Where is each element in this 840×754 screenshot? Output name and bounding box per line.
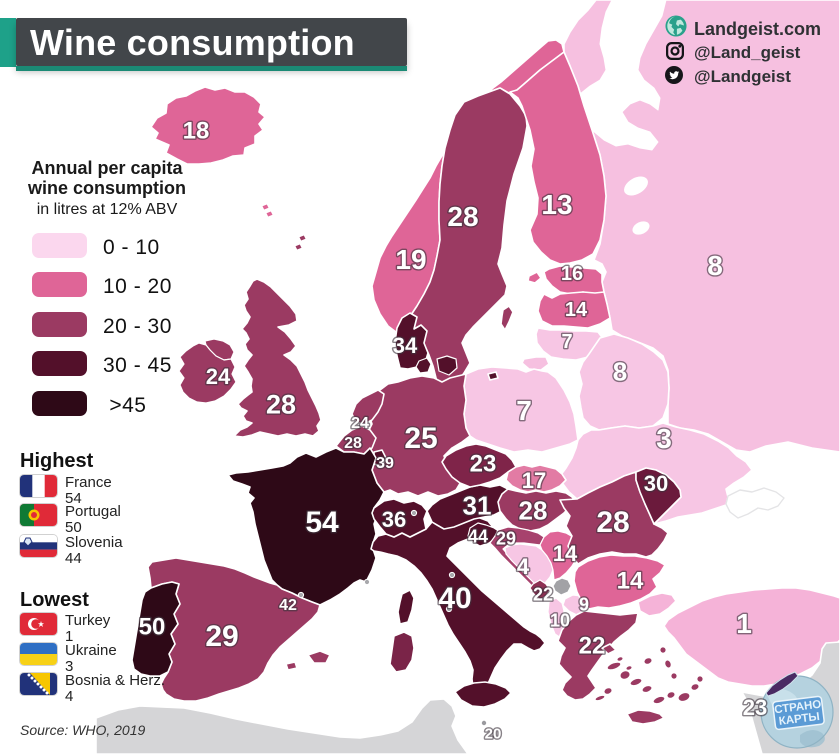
svg-text:4: 4 <box>517 554 530 579</box>
svg-text:23: 23 <box>470 451 497 478</box>
svg-text:28: 28 <box>596 506 629 539</box>
svg-text:44: 44 <box>468 526 488 546</box>
svg-text:14: 14 <box>565 299 588 321</box>
svg-text:7: 7 <box>561 331 572 353</box>
svg-text:7: 7 <box>516 395 532 426</box>
svg-text:31: 31 <box>463 490 492 520</box>
svg-text:14: 14 <box>617 568 644 595</box>
svg-text:30: 30 <box>644 471 668 496</box>
svg-text:29: 29 <box>496 528 516 548</box>
svg-text:19: 19 <box>395 244 426 275</box>
svg-text:34: 34 <box>393 333 418 358</box>
svg-text:9: 9 <box>579 594 589 614</box>
svg-text:29: 29 <box>205 620 238 653</box>
svg-text:1: 1 <box>736 608 752 639</box>
svg-text:39: 39 <box>376 455 394 472</box>
svg-text:22: 22 <box>579 633 606 660</box>
svg-text:16: 16 <box>561 263 583 285</box>
svg-text:23: 23 <box>743 695 767 720</box>
svg-text:20: 20 <box>485 725 502 742</box>
svg-text:14: 14 <box>553 541 578 566</box>
svg-text:8: 8 <box>707 250 723 281</box>
svg-text:КАРТЫ: КАРТЫ <box>778 711 820 728</box>
svg-text:24: 24 <box>206 364 231 389</box>
svg-text:22: 22 <box>533 584 553 604</box>
svg-text:28: 28 <box>447 201 478 232</box>
svg-text:СТРАНО: СТРАНО <box>774 699 822 717</box>
svg-text:28: 28 <box>266 390 296 420</box>
svg-text:42: 42 <box>279 597 297 614</box>
svg-text:25: 25 <box>404 422 437 455</box>
svg-text:50: 50 <box>139 614 166 641</box>
svg-text:18: 18 <box>183 118 210 145</box>
svg-text:36: 36 <box>382 507 406 532</box>
svg-text:13: 13 <box>541 189 572 220</box>
svg-text:40: 40 <box>438 582 471 615</box>
svg-text:17: 17 <box>522 468 546 493</box>
svg-text:10: 10 <box>550 610 570 630</box>
svg-text:8: 8 <box>613 356 627 386</box>
svg-text:54: 54 <box>305 506 339 539</box>
svg-text:24: 24 <box>351 415 369 432</box>
svg-text:28: 28 <box>519 495 548 525</box>
svg-text:3: 3 <box>656 423 672 454</box>
svg-text:28: 28 <box>344 435 362 452</box>
